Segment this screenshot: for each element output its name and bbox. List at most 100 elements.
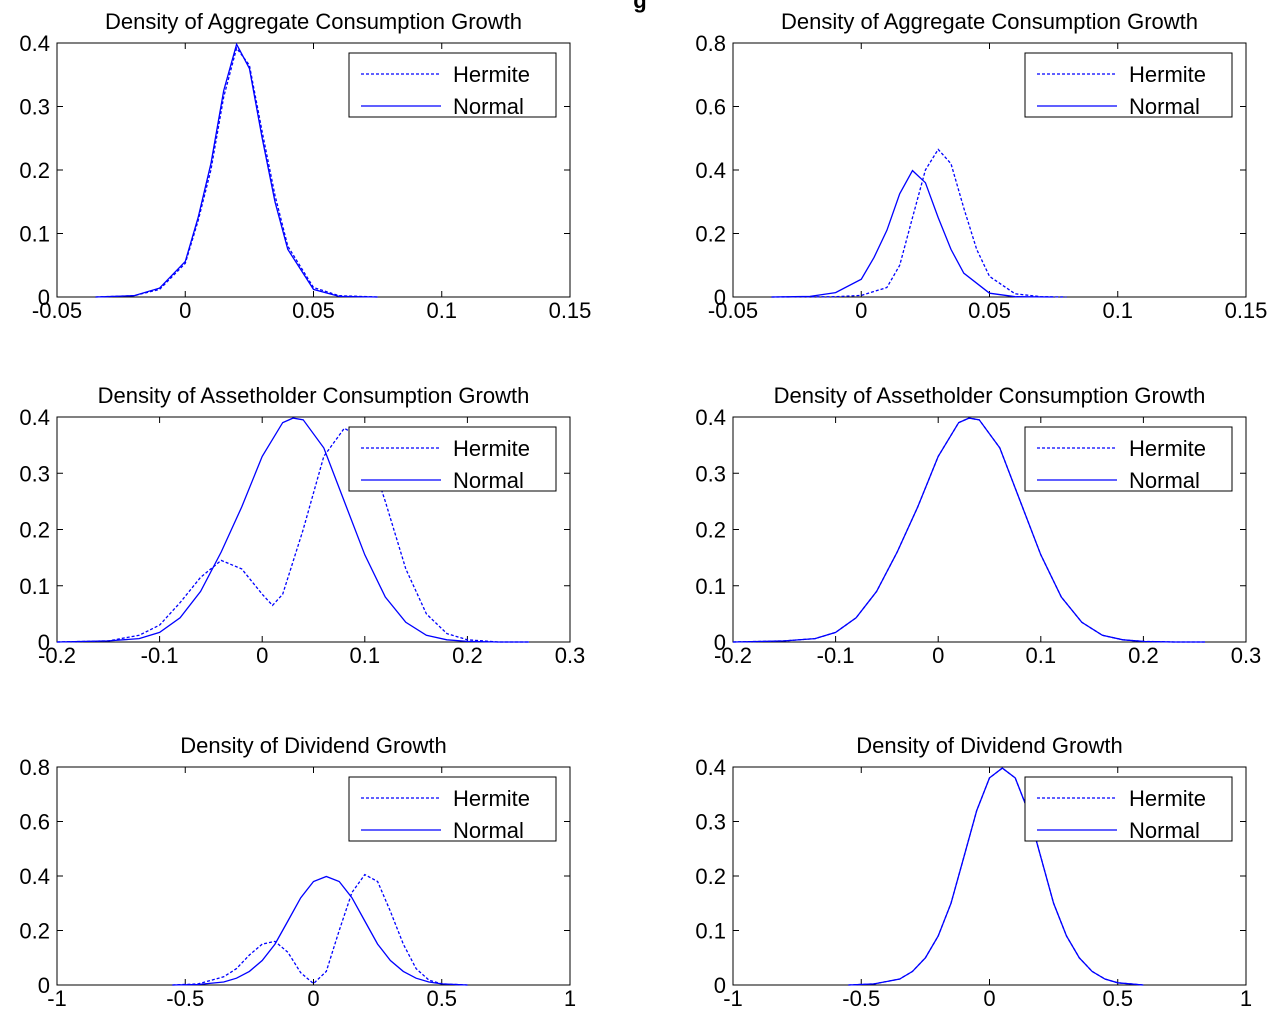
y-tick-label: 0 [714, 630, 726, 655]
y-tick-label: 0.3 [19, 461, 50, 486]
y-tick-label: 0.6 [19, 810, 50, 835]
y-tick-label: 0.1 [695, 574, 726, 599]
series-line-normal [56, 417, 529, 643]
legend: Hermite Normal [348, 776, 557, 843]
x-tick-label: 0.1 [1102, 298, 1133, 323]
y-tick-label: 0.8 [19, 755, 50, 780]
x-tick-label: -0.5 [166, 986, 204, 1011]
x-tick-label: 0.2 [452, 643, 483, 668]
x-tick-label: 0.3 [555, 643, 586, 668]
legend-label-normal: Normal [1129, 468, 1200, 493]
y-tick-label: 0.1 [695, 919, 726, 944]
chart-title: Density of Aggregate Consumption Growth [781, 9, 1198, 34]
x-tick-label: 0.5 [426, 986, 457, 1011]
legend: Hermite Normal [348, 52, 557, 119]
series-line-hermite [95, 46, 378, 298]
series-line-hermite [56, 427, 529, 643]
x-tick-label: 1 [1240, 986, 1252, 1011]
y-tick-label: 0.2 [19, 919, 50, 944]
chart-title: Density of Assetholder Consumption Growt… [98, 383, 530, 408]
legend-label-hermite: Hermite [453, 436, 530, 461]
y-tick-label: 0.2 [695, 864, 726, 889]
x-tick-label: 0.15 [1225, 298, 1268, 323]
y-tick-label: 0.4 [19, 405, 50, 430]
chart-title: Density of Dividend Growth [180, 733, 447, 758]
legend-box [1024, 776, 1233, 842]
x-tick-label: -0.05 [708, 298, 758, 323]
legend: Hermite Normal [348, 426, 557, 493]
y-tick-label: 0.1 [19, 222, 50, 247]
y-tick-label: 0.4 [695, 158, 726, 183]
x-tick-label: 0 [256, 643, 268, 668]
chart-panel-1: Density of Aggregate Consumption Growth -… [19, 9, 591, 323]
series-line-hermite [732, 417, 1205, 643]
y-tick-label: 0 [714, 285, 726, 310]
y-tick-label: 0.6 [695, 95, 726, 120]
y-tick-label: 0 [714, 973, 726, 998]
x-tick-label: 0.05 [968, 298, 1011, 323]
y-tick-label: 0 [38, 630, 50, 655]
legend-label-normal: Normal [453, 468, 524, 493]
y-tick-label: 0.2 [19, 158, 50, 183]
x-tick-label: 0.1 [1026, 643, 1057, 668]
x-tick-label: -1 [47, 986, 67, 1011]
y-tick-label: 0.2 [695, 222, 726, 247]
x-tick-label: -0.2 [38, 643, 76, 668]
x-tick-label: 0.3 [1231, 643, 1262, 668]
y-tick-label: 0.1 [19, 574, 50, 599]
x-tick-label: -0.1 [817, 643, 855, 668]
y-tick-label: 0.4 [19, 864, 50, 889]
chart-panel-3: Density of Assetholder Consumption Growt… [19, 383, 585, 668]
y-tick-label: 0 [38, 285, 50, 310]
y-tick-label: 0.3 [19, 95, 50, 120]
series-line-hermite [848, 767, 1144, 986]
x-tick-label: 0 [179, 298, 191, 323]
y-tick-label: 0.2 [695, 518, 726, 543]
figure-suptitle: g [633, 0, 646, 13]
y-tick-label: 0.4 [695, 755, 726, 780]
legend-label-normal: Normal [453, 818, 524, 843]
x-tick-label: 0 [855, 298, 867, 323]
y-tick-label: 0 [38, 973, 50, 998]
series-line-normal [95, 42, 378, 298]
y-tick-label: 0.2 [19, 518, 50, 543]
legend-label-hermite: Hermite [453, 62, 530, 87]
legend-label-hermite: Hermite [1129, 786, 1206, 811]
y-tick-label: 0.3 [695, 810, 726, 835]
x-tick-label: 1 [564, 986, 576, 1011]
chart-title: Density of Aggregate Consumption Growth [105, 9, 522, 34]
legend-label-hermite: Hermite [1129, 62, 1206, 87]
x-tick-label: -0.1 [141, 643, 179, 668]
legend: Hermite Normal [1024, 426, 1233, 493]
x-tick-label: 0.2 [1128, 643, 1159, 668]
y-tick-label: 0.4 [19, 31, 50, 56]
x-tick-label: -0.5 [842, 986, 880, 1011]
y-tick-label: 0.8 [695, 31, 726, 56]
legend: Hermite Normal [1024, 776, 1233, 843]
x-tick-label: 0 [932, 643, 944, 668]
chart-panel-6: Density of Dividend Growth -1 -0.5 0 0.5 1 0 0.… [695, 733, 1252, 1011]
x-tick-label: -0.2 [714, 643, 752, 668]
x-tick-label: -1 [723, 986, 743, 1011]
series-line-normal [172, 875, 468, 986]
legend-label-normal: Normal [1129, 94, 1200, 119]
legend-label-normal: Normal [1129, 818, 1200, 843]
series-line-normal [771, 169, 1054, 298]
x-tick-label: 0.1 [350, 643, 381, 668]
legend-label-hermite: Hermite [1129, 436, 1206, 461]
x-tick-label: 0.15 [549, 298, 592, 323]
legend-label-hermite: Hermite [453, 786, 530, 811]
x-tick-label: 0.5 [1102, 986, 1133, 1011]
series-line-hermite [172, 873, 468, 986]
series-line-hermite [771, 148, 1067, 298]
x-tick-label: 0 [307, 986, 319, 1011]
chart-title: Density of Assetholder Consumption Growt… [774, 383, 1206, 408]
legend-label-normal: Normal [453, 94, 524, 119]
y-tick-label: 0.4 [695, 405, 726, 430]
x-tick-label: 0 [983, 986, 995, 1011]
y-tick-label: 0.3 [695, 461, 726, 486]
chart-panel-5: Density of Dividend Growth -1 -0.5 0 0.5 1 0 0.… [19, 733, 576, 1011]
legend: Hermite Normal [1024, 52, 1233, 119]
x-tick-label: 0.05 [292, 298, 335, 323]
